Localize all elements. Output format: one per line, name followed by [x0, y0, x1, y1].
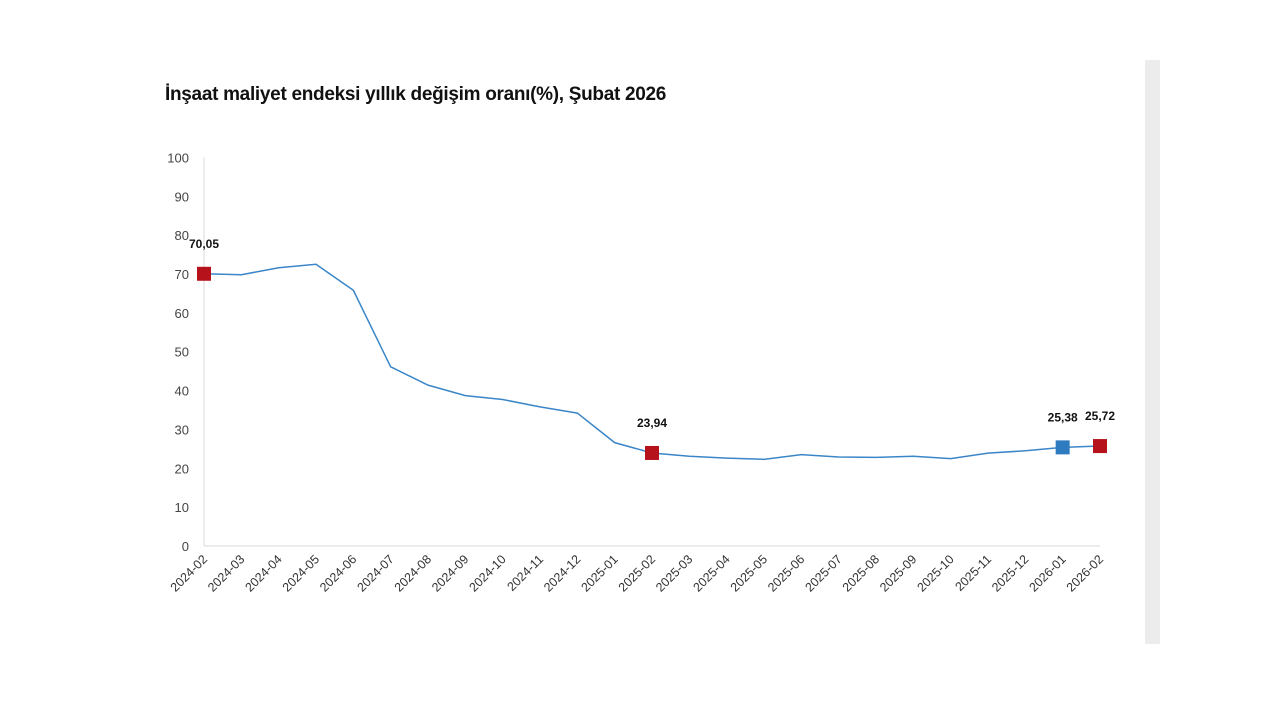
x-tick-label: 2025-09	[877, 552, 919, 594]
x-tick-label: 2025-03	[653, 552, 695, 594]
x-tick-label: 2024-05	[280, 552, 322, 594]
x-tick-label: 2025-08	[840, 552, 882, 594]
x-tick-label: 2025-12	[989, 552, 1031, 594]
x-tick-label: 2025-07	[802, 552, 844, 594]
y-tick-label: 30	[175, 422, 189, 437]
x-tick-label: 2024-06	[317, 552, 359, 594]
data-label: 70,05	[189, 237, 219, 251]
chart-title: İnşaat maliyet endeksi yıllık değişim or…	[165, 84, 667, 105]
x-tick-label: 2025-05	[728, 552, 770, 594]
x-tick-label: 2024-10	[466, 552, 508, 594]
y-tick-label: 0	[182, 539, 189, 554]
data-label: 25,72	[1085, 409, 1115, 423]
y-tick-label: 100	[167, 150, 189, 165]
x-tick-label: 2024-07	[354, 552, 396, 594]
data-label: 23,94	[637, 416, 667, 430]
data-label: 25,38	[1048, 410, 1078, 424]
x-tick-label: 2025-10	[914, 552, 956, 594]
x-tick-label: 2024-03	[205, 552, 247, 594]
y-tick-label: 40	[175, 384, 189, 399]
y-tick-label: 20	[175, 461, 189, 476]
y-tick-label: 60	[175, 306, 189, 321]
x-tick-label: 2025-11	[952, 552, 994, 594]
x-tick-label: 2026-02	[1064, 552, 1106, 594]
highlight-marker	[197, 266, 211, 281]
highlight-marker	[1055, 440, 1070, 455]
x-tick-label: 2024-02	[168, 552, 210, 594]
series-line	[203, 263, 1101, 461]
x-tick-label: 2024-08	[392, 552, 434, 594]
y-tick-label: 80	[175, 228, 189, 243]
highlight-marker	[1093, 439, 1107, 454]
y-tick-label: 90	[175, 189, 189, 204]
y-tick-label: 50	[175, 345, 189, 360]
x-tick-label: 2025-04	[690, 552, 732, 594]
highlight-marker	[645, 445, 659, 460]
x-tick-label: 2024-09	[429, 552, 471, 594]
chart-card	[126, 60, 1160, 644]
y-tick-label: 70	[175, 267, 189, 282]
x-tick-label: 2024-12	[541, 552, 583, 594]
x-tick-label: 2024-11	[504, 552, 546, 594]
x-tick-label: 2024-04	[242, 552, 284, 594]
x-tick-label: 2025-02	[616, 552, 658, 594]
x-tick-label: 2025-06	[765, 552, 807, 594]
page-gutter-right	[1145, 60, 1160, 644]
y-tick-label: 10	[175, 500, 189, 515]
x-tick-label: 2026-01	[1026, 552, 1068, 594]
x-tick-label: 2025-01	[578, 552, 620, 594]
